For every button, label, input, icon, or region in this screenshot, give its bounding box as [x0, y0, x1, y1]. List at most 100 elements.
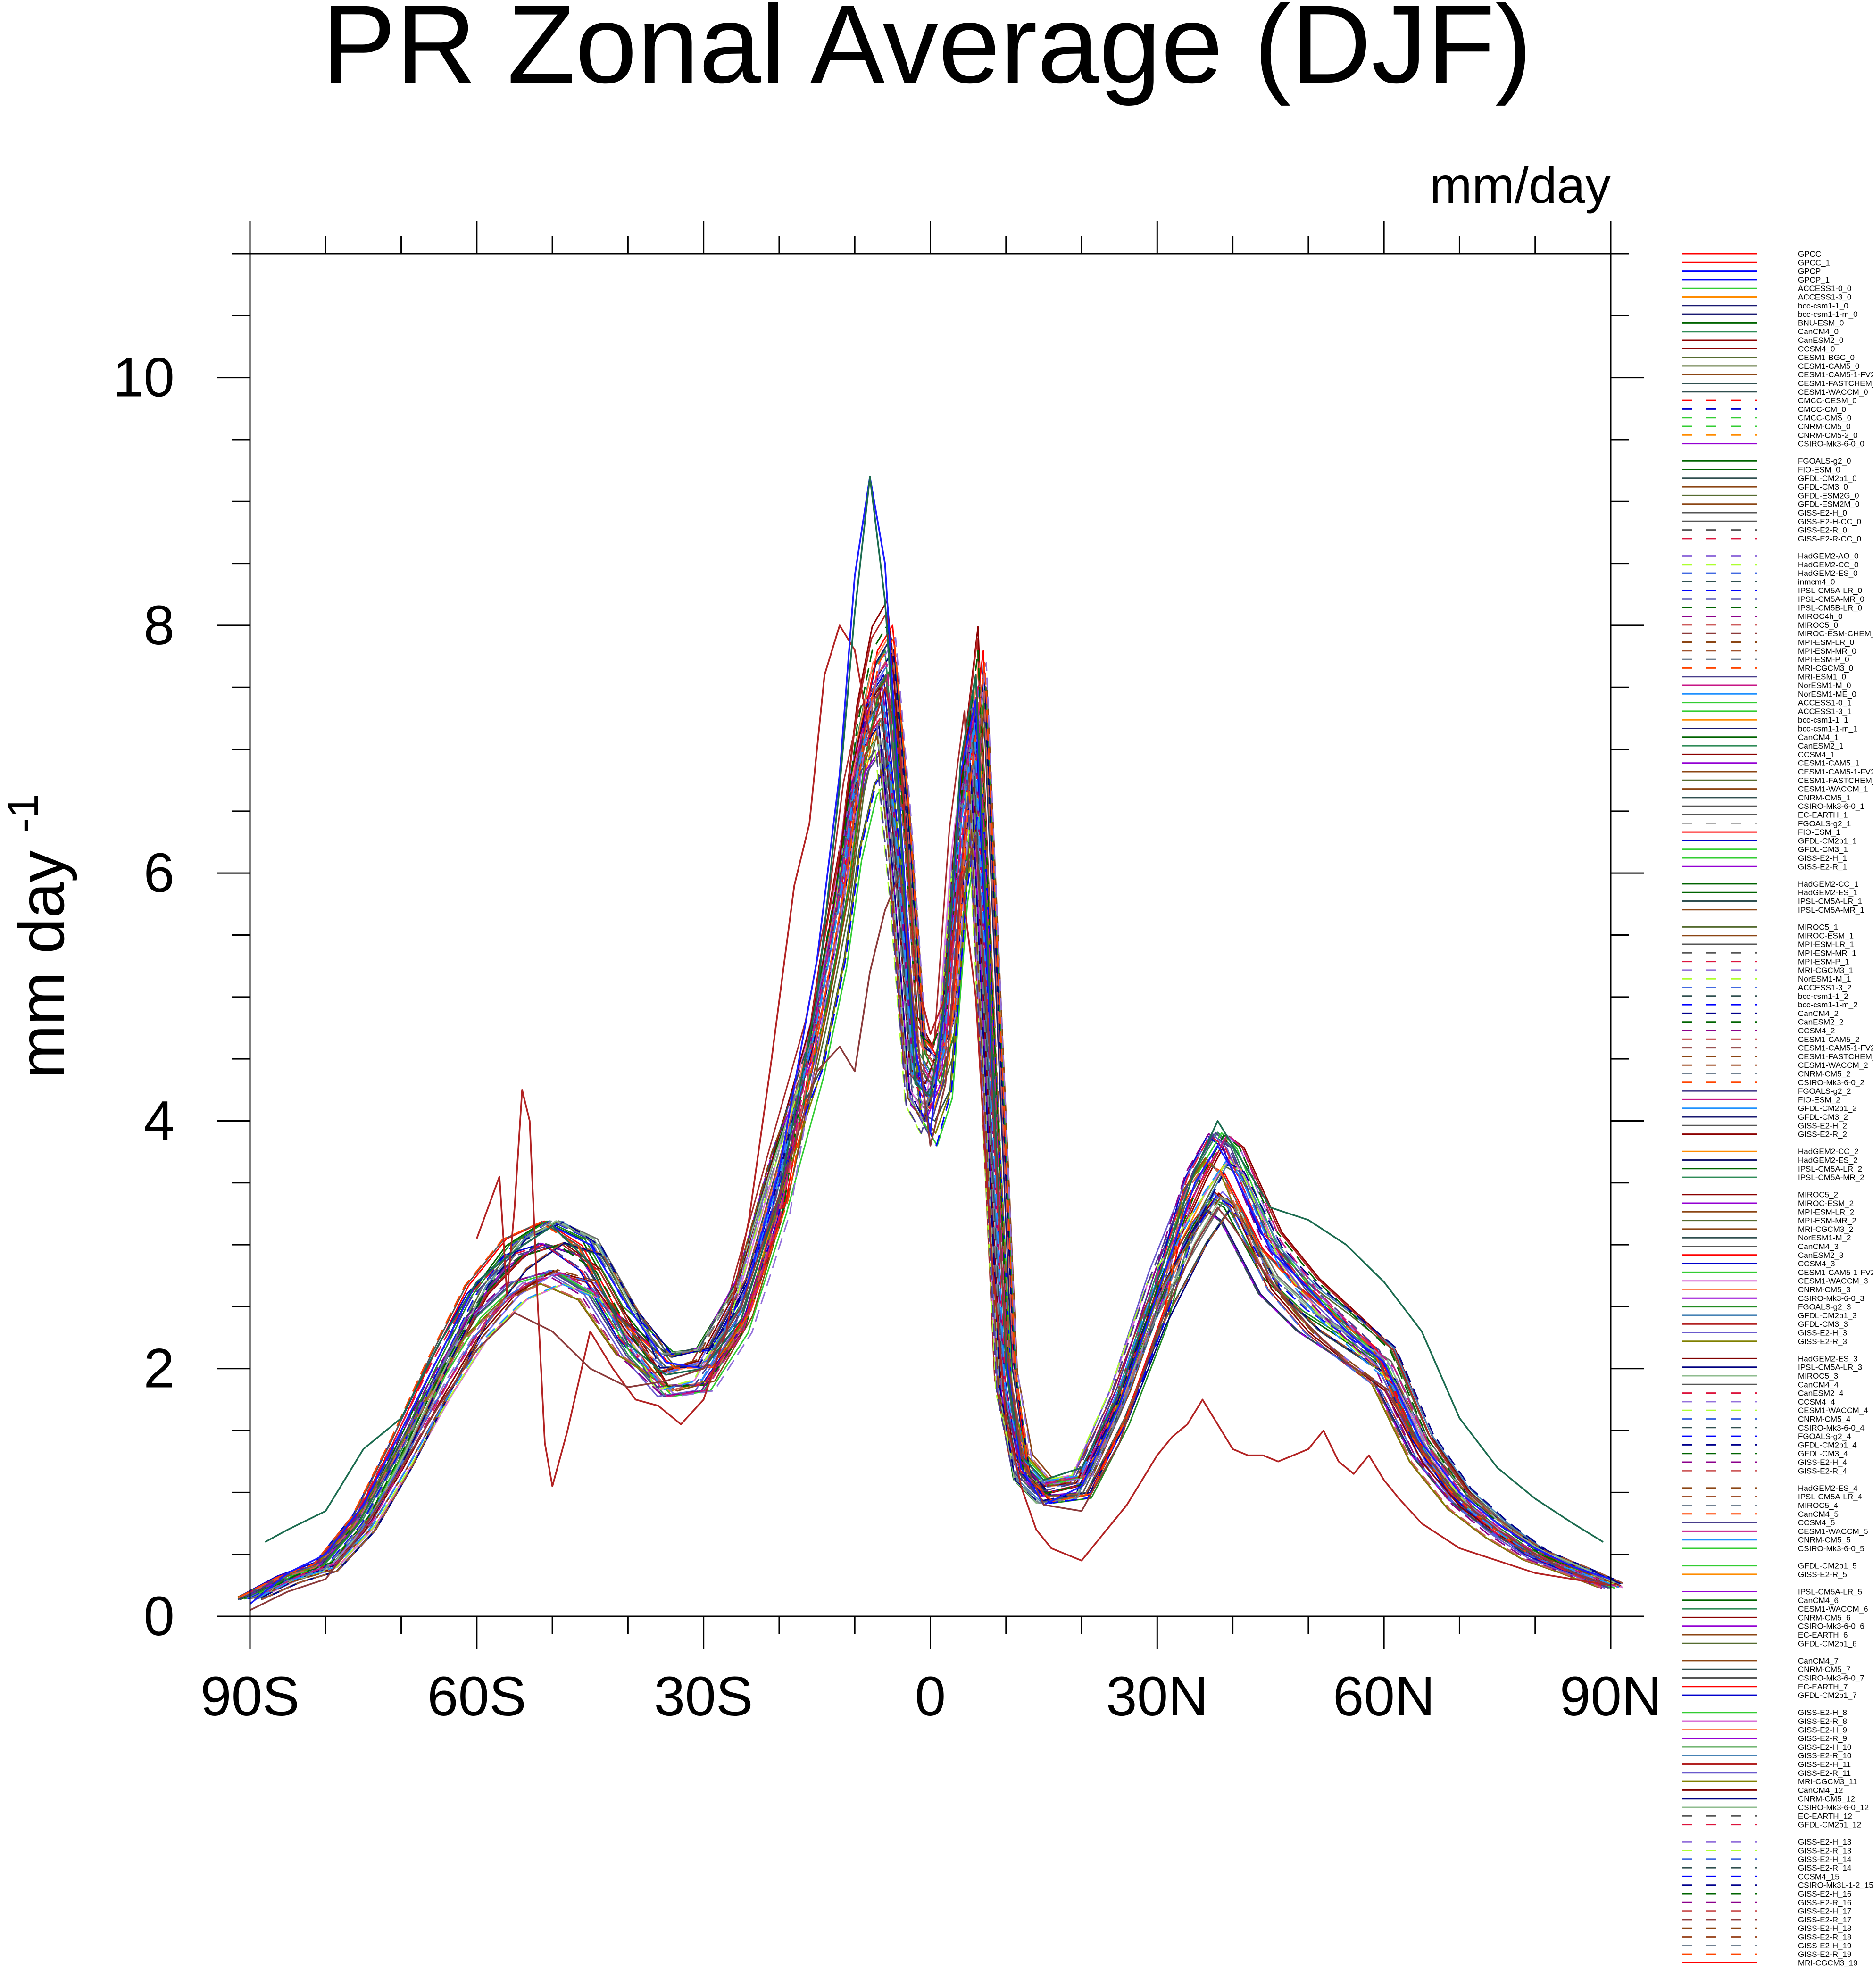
- legend-entry: CNRM-CM5_1: [1682, 793, 1850, 802]
- legend-entry: IPSL-CM5A-MR_2: [1682, 1173, 1865, 1182]
- legend-label: GISS-E2-H_3: [1798, 1329, 1847, 1338]
- legend-label: CESM1-CAM5-1-FV2_3: [1798, 1268, 1873, 1277]
- legend-entry: GFDL-CM3_2: [1682, 1113, 1848, 1122]
- legend-entry: GISS-E2-R-CC_0: [1682, 534, 1861, 543]
- legend-entry: CanCM4_6: [1682, 1596, 1839, 1605]
- legend-label: CCSM4_3: [1798, 1259, 1835, 1268]
- legend-entry: CanESM2_2: [1682, 1018, 1843, 1027]
- legend-label: HadGEM2-ES_4: [1798, 1484, 1858, 1493]
- x-tick-label: 0: [915, 1665, 946, 1728]
- legend-entry: MIROC5_3: [1682, 1372, 1838, 1381]
- legend-entry: GISS-E2-R_1: [1682, 862, 1847, 871]
- legend-entry: GISS-E2-R_0: [1682, 526, 1847, 535]
- legend-label: GFDL-CM2p1_3: [1798, 1311, 1857, 1320]
- legend-label: MPI-ESM-LR_2: [1798, 1207, 1854, 1216]
- model-line: [239, 674, 1601, 1598]
- legend-entry: CanCM4_7: [1682, 1656, 1839, 1665]
- model-line: [254, 736, 1616, 1599]
- legend-label: MIROC5_1: [1798, 923, 1838, 932]
- legend-entry: GFDL-CM3_3: [1682, 1320, 1848, 1329]
- legend-entry: MIROC4h_0: [1682, 612, 1842, 621]
- legend-entry: CNRM-CM5_6: [1682, 1613, 1850, 1622]
- legend-entry: CESM1-CAM5_0: [1682, 362, 1859, 371]
- legend-label: CESM1-CAM5_0: [1798, 362, 1859, 371]
- y-tick-label: 2: [143, 1338, 175, 1400]
- legend-entry: CNRM-CM5_3: [1682, 1285, 1850, 1294]
- x-tick-label: 90S: [200, 1665, 300, 1728]
- legend-entry: CMCC-CMS_0: [1682, 414, 1851, 423]
- legend-label: MPI-ESM-MR_1: [1798, 948, 1856, 957]
- legend-label: CanCM4_0: [1798, 327, 1839, 336]
- legend-entry: MIROC5_0: [1682, 621, 1838, 630]
- y-tick-label: 4: [143, 1090, 175, 1152]
- legend-label: CESM1-WACCM_6: [1798, 1605, 1868, 1614]
- legend-entry: CESM1-CAM5-1-FV2_1: [1682, 767, 1873, 776]
- legend-label: MRI-CGCM3_19: [1798, 1958, 1858, 1967]
- legend-entry: MIROC5_4: [1682, 1501, 1838, 1510]
- legend-label: CCSM4_2: [1798, 1026, 1835, 1035]
- legend-entry: GISS-E2-H_0: [1682, 508, 1847, 517]
- legend-label: CanESM2_3: [1798, 1251, 1843, 1260]
- legend-entry: CanESM2_3: [1682, 1251, 1843, 1260]
- model-line: [259, 662, 1622, 1597]
- legend-entry: MIROC5_1: [1682, 923, 1838, 932]
- legend-entry: CanESM2_0: [1682, 336, 1843, 345]
- legend-entry: CanESM2_1: [1682, 741, 1843, 750]
- legend-label: NorESM1-ME_0: [1798, 690, 1856, 699]
- model-line: [253, 736, 1615, 1600]
- legend-label: GISS-E2-R_1: [1798, 862, 1847, 871]
- model-line: [254, 674, 1616, 1599]
- legend-entry: CMCC-CESM_0: [1682, 396, 1857, 405]
- legend-label: IPSL-CM5A-LR_2: [1798, 1165, 1862, 1173]
- legend-label: GISS-E2-H_14: [1798, 1855, 1851, 1864]
- legend-entry: MRI-ESM1_0: [1682, 673, 1846, 682]
- legend-entry: GFDL-CM2p1_5: [1682, 1562, 1857, 1571]
- legend-label: GFDL-CM2p1_0: [1798, 474, 1857, 483]
- legend-entry: GISS-E2-H_17: [1682, 1907, 1851, 1916]
- legend-label: GISS-E2-H_9: [1798, 1725, 1847, 1734]
- legend-entry: GISS-E2-R_11: [1682, 1769, 1851, 1778]
- legend-entry: IPSL-CM5A-LR_0: [1682, 586, 1862, 595]
- legend-entry: CSIRO-Mk3-6-0_6: [1682, 1622, 1865, 1631]
- legend-label: CCSM4_5: [1798, 1518, 1835, 1527]
- legend-label: CanCM4_2: [1798, 1009, 1839, 1018]
- legend-entry: GPCC: [1682, 250, 1821, 258]
- legend-entry: CanCM4_3: [1682, 1242, 1839, 1251]
- legend-label: FGOALS-g2_3: [1798, 1303, 1851, 1312]
- legend-entry: GPCP: [1682, 267, 1821, 276]
- legend-entry: GISS-E2-H_14: [1682, 1855, 1851, 1864]
- legend-entry: bcc-csm1-1_1: [1682, 715, 1848, 724]
- legend-label: HadGEM2-CC_1: [1798, 880, 1859, 889]
- legend-label: CESM1-WACCM_1: [1798, 785, 1868, 794]
- legend-entry: HadGEM2-ES_1: [1682, 888, 1858, 897]
- legend-label: MRI-CGCM3_1: [1798, 966, 1853, 975]
- legend-entry: GFDL-ESM2M_0: [1682, 500, 1859, 509]
- legend-label: GFDL-CM2p1_12: [1798, 1821, 1861, 1830]
- legend-label: CSIRO-Mk3-6-0_0: [1798, 440, 1865, 449]
- legend-label: CESM1-CAM5-1-FV2_1: [1798, 767, 1873, 776]
- legend-label: CSIRO-Mk3-6-0_5: [1798, 1544, 1865, 1553]
- legend-label: ACCESS1-0_0: [1798, 284, 1851, 293]
- legend-entry: GISS-E2-H_19: [1682, 1941, 1851, 1950]
- legend-entry: GISS-E2-R_9: [1682, 1734, 1847, 1743]
- model-line: [239, 674, 1601, 1597]
- legend-entry: MRI-CGCM3_19: [1682, 1958, 1858, 1967]
- legend-entry: HadGEM2-CC_1: [1682, 880, 1859, 889]
- legend-label: GISS-E2-R_0: [1798, 526, 1847, 535]
- legend-label: NorESM1-M_0: [1798, 681, 1851, 690]
- legend-label: GISS-E2-R_3: [1798, 1337, 1847, 1346]
- legend-entry: CanCM4_0: [1682, 327, 1839, 336]
- legend-label: CESM1-CAM5-1-FV2_2: [1798, 1044, 1873, 1053]
- legend-label: GISS-E2-H-CC_0: [1798, 517, 1861, 526]
- legend-label: CSIRO-Mk3-6-0_4: [1798, 1423, 1865, 1432]
- legend-label: CNRM-CM5_5: [1798, 1536, 1850, 1545]
- legend-label: MPI-ESM-P_1: [1798, 957, 1849, 966]
- legend-label: CanCM4_5: [1798, 1510, 1839, 1519]
- legend-entry: FGOALS-g2_0: [1682, 457, 1851, 466]
- legend-entry: CSIRO-Mk3-6-0_1: [1682, 802, 1865, 811]
- legend-label: CCSM4_1: [1798, 750, 1835, 759]
- legend-entry: CNRM-CM5_7: [1682, 1665, 1850, 1674]
- legend-entry: CESM1-WACCM_4: [1682, 1406, 1868, 1415]
- legend-label: FIO-ESM_1: [1798, 828, 1840, 837]
- legend-label: CSIRO-Mk3-6-0_7: [1798, 1674, 1865, 1683]
